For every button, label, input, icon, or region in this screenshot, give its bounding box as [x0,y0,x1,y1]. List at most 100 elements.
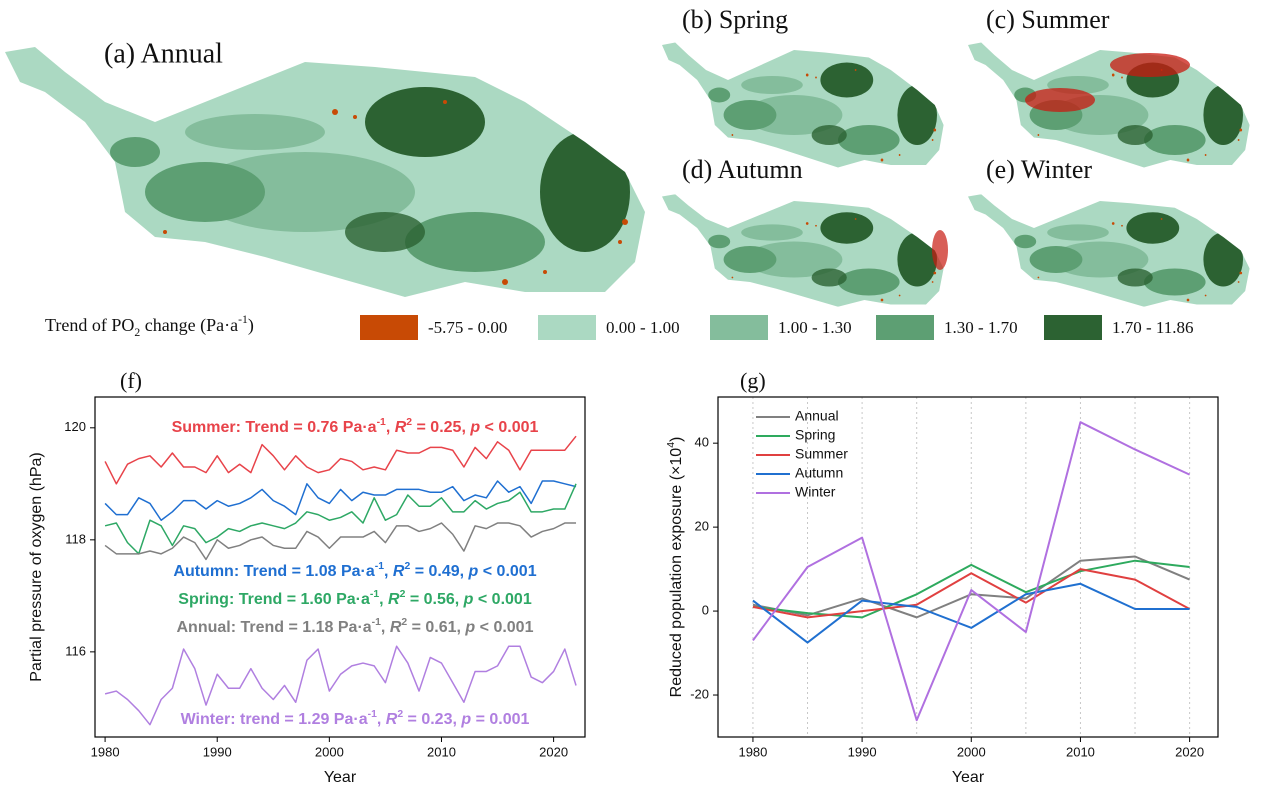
text-part: Winter: trend = 1.29 Pa·a [181,711,368,728]
text-part: = 0.61, [407,619,465,636]
plot-frame [94,396,586,738]
chart-f: 1980 1990 2000 2010 2020 116 118 120 (f) Year Part… [28,368,586,786]
text-part: ) [248,315,254,336]
text-part: Annual: Trend = 1.18 Pa·a [177,619,372,636]
text-part: , [379,591,388,608]
text-part: < 0.001 [475,619,533,636]
annotation: Spring: Trend = 1.60 Pa·a-1, R2 = 0.56, … [178,589,532,608]
x-tick-label: 2010 [427,744,456,759]
annotation: Annual: Trend = 1.18 Pa·a-1, R2 = 0.61, … [177,617,534,636]
text-part: 2 [400,589,406,600]
chart-g: 1980 1990 2000 2010 2020 -20 0 20 40 (g) Year Reduc… [666,368,1219,786]
legend-swatch [360,315,418,340]
annotation: Summer: Trend = 0.76 Pa·a-1, R2 = 0.25, … [172,417,539,436]
text-part: < 0.001 [473,591,531,608]
legend-label: -5.75 - 0.00 [428,318,507,337]
x-tick-label: 2020 [539,744,568,759]
y-axis-title: Partial pressure of oxygen (hPa) [28,452,45,681]
panel-label: (f) [120,368,142,393]
text-part: Spring: Trend = 1.60 Pa·a [178,591,370,608]
text-part: change (Pa·a [140,315,238,336]
panel-label: (e) Winter [986,155,1092,184]
panel-label: (b) Spring [682,5,788,34]
series-line [752,555,1191,619]
map-spring [662,40,948,170]
text-part: Trend of PO [45,315,134,335]
text-part: = 0.23, [403,711,461,728]
series-line [104,480,577,521]
text-part: p [464,619,475,636]
text-part: , [381,619,390,636]
map-annual [5,42,655,302]
y-tick-label: 118 [65,531,86,546]
text-part: = 0.001 [471,711,529,728]
text-part: Autumn: Trend = 1.08 Pa·a [173,563,374,580]
text-part: p [468,563,479,580]
panel-label: (d) Autumn [682,155,803,184]
text-part: -1 [238,313,248,326]
y-tick-label: -20 [690,686,709,701]
text-part: -1 [368,709,377,720]
legend-label: 0.00 - 1.00 [606,318,680,337]
text-part: , [384,563,393,580]
x-tick-label: 2020 [1175,744,1204,759]
x-tick-label: 1980 [91,744,120,759]
plot-frame [717,396,1219,738]
text-part: 4 [666,442,677,448]
series-line [104,522,577,561]
y-tick-label: 40 [695,435,709,450]
text-part: R [395,419,407,436]
panel-label: (c) Summer [986,5,1110,34]
text-part: 2 [397,709,403,720]
text-part: = 0.25, [412,419,470,436]
map-legend: Trend of PO2 change (Pa·a-1) -5.75 - 0.00… [45,313,1194,340]
panel-label: (a) Annual [104,38,223,69]
series-line [752,568,1191,619]
legend-swatch [538,315,596,340]
text-part: R [393,563,405,580]
text-part: 2 [134,326,140,339]
x-axis-title: Year [952,769,985,786]
text-part: , [386,419,395,436]
x-tick-label: 2000 [957,744,986,759]
text-part: 2 [404,561,410,572]
text-part: p [469,419,480,436]
x-axis-title: Year [324,769,357,786]
series-line [104,645,577,726]
text-part: p [463,591,474,608]
legend-label: Annual [795,408,839,424]
y-axis-title: Reduced population exposure (×104) [666,437,685,698]
text-part: < 0.001 [480,419,538,436]
y-tick-label: 116 [65,643,86,658]
map-summer [968,40,1254,170]
legend-label: Summer [795,446,848,462]
map-winter [968,192,1254,309]
legend-label: 1.00 - 1.30 [778,318,852,337]
text-part: < 0.001 [478,563,536,580]
legend-swatch [876,315,934,340]
text-part: = 0.56, [405,591,463,608]
annotation: Winter: trend = 1.29 Pa·a-1, R2 = 0.23, … [181,709,530,728]
text-part: p [460,711,471,728]
text-part: R [388,591,400,608]
series-line [104,483,577,555]
text-part: Summer: Trend = 0.76 Pa·a [172,419,377,436]
series-line [104,435,577,485]
map-autumn [662,192,948,309]
text-part: 2 [401,617,407,628]
legend-label: Spring [795,427,835,443]
text-part: -1 [372,617,381,628]
x-tick-label: 1990 [848,744,877,759]
legend-label: 1.70 - 11.86 [1112,318,1194,337]
legend-label: Autumn [795,465,843,481]
text-part: ) [668,437,685,442]
legend-swatch [1044,315,1102,340]
legend-swatch [710,315,768,340]
text-part: -1 [375,561,384,572]
annotation: Autumn: Trend = 1.08 Pa·a-1, R2 = 0.49, … [173,561,536,580]
y-tick-label: 120 [64,419,86,434]
series-line [752,421,1191,722]
y-tick-label: 20 [695,519,709,534]
